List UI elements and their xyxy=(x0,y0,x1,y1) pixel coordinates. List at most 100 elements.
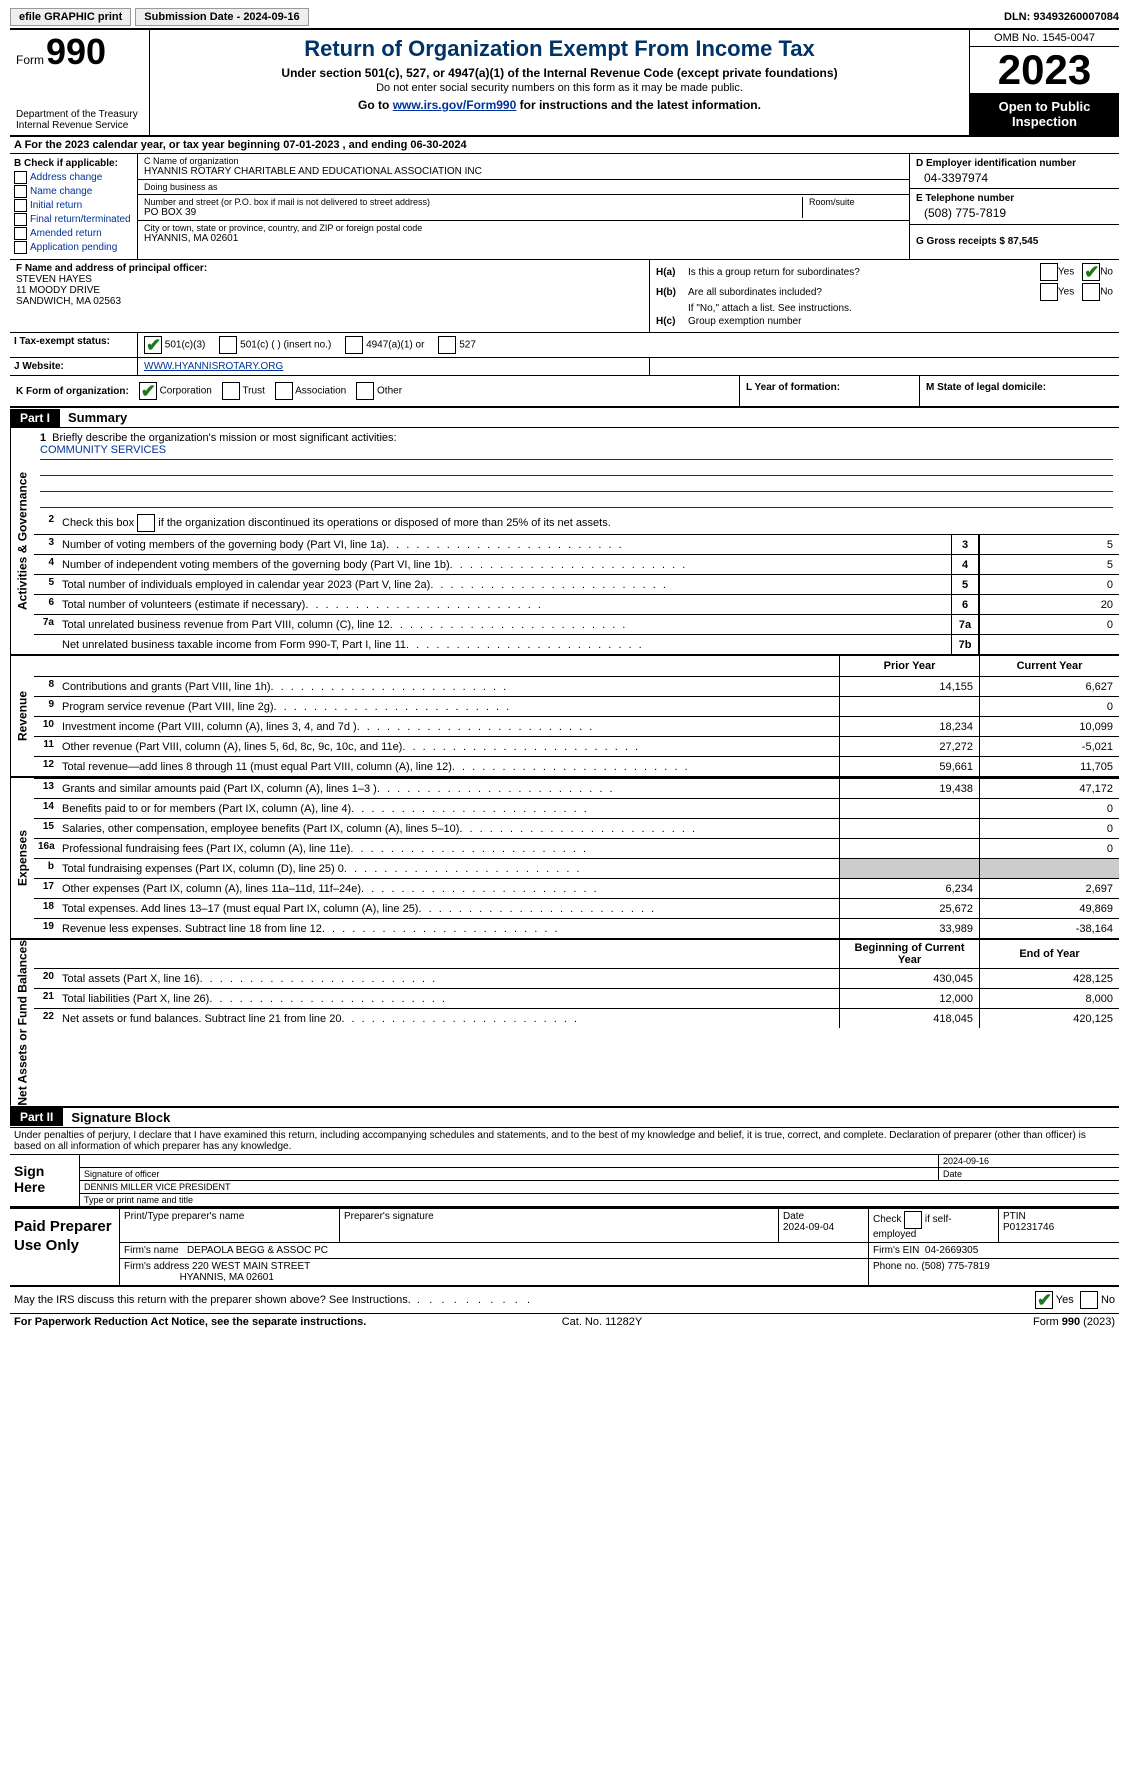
box-b: B Check if applicable: Address changeNam… xyxy=(10,154,138,259)
omb-number: OMB No. 1545-0047 xyxy=(970,30,1119,47)
form-number: Form 990 xyxy=(16,34,143,70)
current-value: 0 xyxy=(979,799,1119,818)
hb-no-label: No xyxy=(1100,287,1113,298)
phone-label: E Telephone number xyxy=(916,193,1113,204)
line-value: 0 xyxy=(979,615,1119,634)
officer-name: STEVEN HAYES xyxy=(16,274,643,285)
current-value: 10,099 xyxy=(979,717,1119,736)
line-desc: Other revenue (Part VIII, column (A), li… xyxy=(58,737,839,756)
corp-label: Corporation xyxy=(160,386,212,397)
527-checkbox[interactable] xyxy=(438,336,456,354)
prior-value: 27,272 xyxy=(839,737,979,756)
line-num: 5 xyxy=(34,575,58,594)
line-box: 7b xyxy=(951,635,979,654)
assoc-label: Association xyxy=(295,386,346,397)
hdr-current-year: Current Year xyxy=(979,656,1119,676)
prior-value: 430,045 xyxy=(839,969,979,988)
line-desc: Total number of individuals employed in … xyxy=(58,575,951,594)
discuss-yes-label: Yes xyxy=(1056,1294,1074,1306)
top-bar: efile GRAPHIC print Submission Date - 20… xyxy=(10,8,1119,30)
line-desc: Net unrelated business taxable income fr… xyxy=(58,635,951,654)
perjury-statement: Under penalties of perjury, I declare th… xyxy=(10,1128,1119,1154)
boxb-checkbox[interactable] xyxy=(14,213,27,226)
hb-yes-checkbox[interactable] xyxy=(1040,283,1058,301)
self-employed-checkbox[interactable] xyxy=(904,1211,922,1229)
line-box: 6 xyxy=(951,595,979,614)
street-value: PO BOX 39 xyxy=(144,207,798,218)
line-value: 20 xyxy=(979,595,1119,614)
part2-header: Part II Signature Block xyxy=(10,1108,1119,1128)
discuss-yes-checkbox[interactable] xyxy=(1035,1291,1053,1309)
boxb-checkbox[interactable] xyxy=(14,185,27,198)
current-value: 11,705 xyxy=(979,757,1119,776)
tab-activities-governance: Activities & Governance xyxy=(10,428,34,654)
discuss-row: May the IRS discuss this return with the… xyxy=(10,1287,1119,1314)
boxb-checkbox[interactable] xyxy=(14,227,27,240)
boxb-checkbox[interactable] xyxy=(14,199,27,212)
boxb-checkbox[interactable] xyxy=(14,241,27,254)
line-num: b xyxy=(34,859,58,878)
firm-phone: (508) 775-7819 xyxy=(921,1261,989,1272)
ha-tag: H(a) xyxy=(656,267,688,278)
discuss-no-checkbox[interactable] xyxy=(1080,1291,1098,1309)
box-f: F Name and address of principal officer:… xyxy=(10,260,649,332)
line-desc: Total assets (Part X, line 16) xyxy=(58,969,839,988)
room-label: Room/suite xyxy=(809,197,903,207)
prior-value xyxy=(839,859,979,878)
line-box: 3 xyxy=(951,535,979,554)
ein-label: D Employer identification number xyxy=(916,158,1113,169)
summary-line: 15Salaries, other compensation, employee… xyxy=(34,818,1119,838)
boxb-option: Final return/terminated xyxy=(14,213,133,226)
firm-addr-label: Firm's address xyxy=(124,1261,189,1272)
501c3-checkbox[interactable] xyxy=(144,336,162,354)
hdr-end-year: End of Year xyxy=(979,940,1119,968)
line-num: 13 xyxy=(34,779,58,798)
paid-preparer: Paid Preparer Use Only Print/Type prepar… xyxy=(10,1208,1119,1287)
line-num: 20 xyxy=(34,969,58,988)
city-label: City or town, state or province, country… xyxy=(144,223,903,233)
summary-line: 6Total number of volunteers (estimate if… xyxy=(34,594,1119,614)
boxb-option: Application pending xyxy=(14,241,133,254)
other-label: Other xyxy=(377,386,402,397)
501c3-label: 501(c)(3) xyxy=(165,340,206,351)
summary-line: 18Total expenses. Add lines 13–17 (must … xyxy=(34,898,1119,918)
summary-line: bTotal fundraising expenses (Part IX, co… xyxy=(34,858,1119,878)
line-num: 12 xyxy=(34,757,58,776)
ha-yes-checkbox[interactable] xyxy=(1040,263,1058,281)
ha-no-checkbox[interactable] xyxy=(1082,263,1100,281)
current-value: 47,172 xyxy=(979,779,1119,798)
501c-checkbox[interactable] xyxy=(219,336,237,354)
part2-title: Signature Block xyxy=(63,1108,178,1127)
mission-value: COMMUNITY SERVICES xyxy=(40,444,1113,460)
boxb-checkbox[interactable] xyxy=(14,171,27,184)
footer-catno: Cat. No. 11282Y xyxy=(562,1316,643,1328)
trust-checkbox[interactable] xyxy=(222,382,240,400)
prior-value: 59,661 xyxy=(839,757,979,776)
4947-label: 4947(a)(1) or xyxy=(366,340,424,351)
summary-ag: Activities & Governance 1Briefly describ… xyxy=(10,428,1119,656)
other-checkbox[interactable] xyxy=(356,382,374,400)
summary-line: 10Investment income (Part VIII, column (… xyxy=(34,716,1119,736)
org-name: HYANNIS ROTARY CHARITABLE AND EDUCATIONA… xyxy=(144,166,903,177)
open-inspection: Open to Public Inspection xyxy=(970,93,1119,135)
line-desc: Other expenses (Part IX, column (A), lin… xyxy=(58,879,839,898)
line2-checkbox[interactable] xyxy=(137,514,155,532)
goto-link[interactable]: www.irs.gov/Form990 xyxy=(393,98,517,112)
discuss-question: May the IRS discuss this return with the… xyxy=(14,1294,411,1306)
corp-checkbox[interactable] xyxy=(139,382,157,400)
website-link[interactable]: WWW.HYANNISROTARY.ORG xyxy=(144,361,283,372)
assoc-checkbox[interactable] xyxy=(275,382,293,400)
current-value: 428,125 xyxy=(979,969,1119,988)
current-value: 6,627 xyxy=(979,677,1119,696)
tax-exempt-label: I Tax-exempt status: xyxy=(10,333,138,357)
hb-no-checkbox[interactable] xyxy=(1082,283,1100,301)
goto-line: Go to www.irs.gov/Form990 for instructio… xyxy=(160,98,959,112)
footer-left: For Paperwork Reduction Act Notice, see … xyxy=(14,1316,366,1328)
tab-revenue: Revenue xyxy=(10,656,34,776)
line-desc: Total expenses. Add lines 13–17 (must eq… xyxy=(58,899,839,918)
4947-checkbox[interactable] xyxy=(345,336,363,354)
footer-form-num: 990 xyxy=(1062,1316,1080,1328)
efile-button[interactable]: efile GRAPHIC print xyxy=(10,8,131,26)
form-org-label: K Form of organization: xyxy=(16,386,129,397)
current-value: 0 xyxy=(979,697,1119,716)
